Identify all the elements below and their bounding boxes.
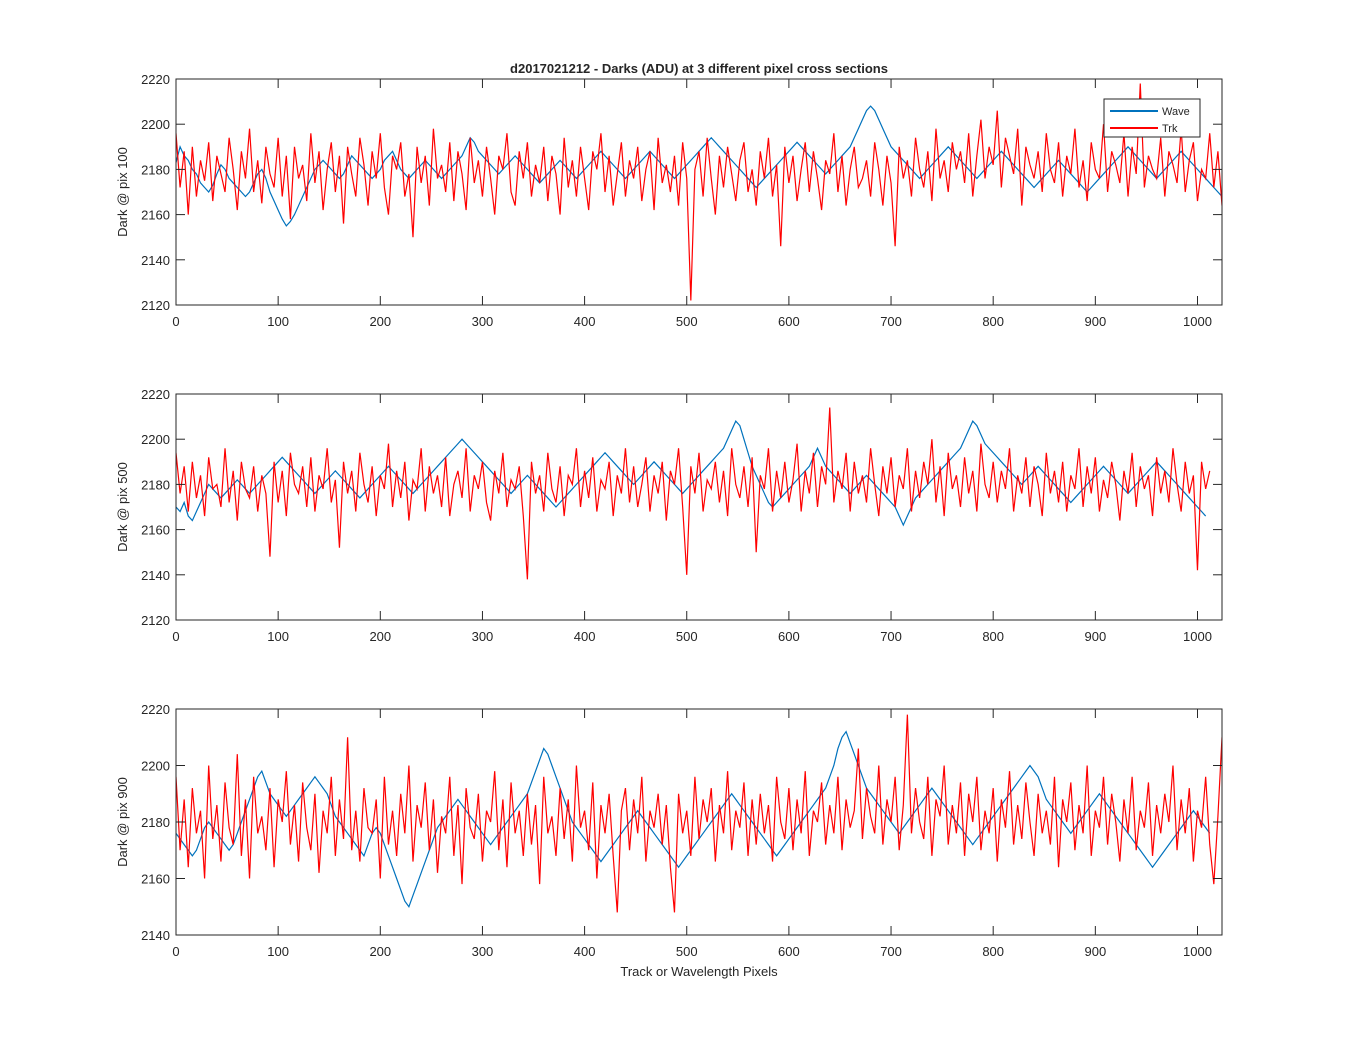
x-tick-label: 0 <box>172 314 179 329</box>
y-axis-label: Dark @ pix 100 <box>115 147 130 237</box>
x-tick-label: 600 <box>778 629 800 644</box>
x-tick-label: 700 <box>880 314 902 329</box>
y-tick-label: 2200 <box>141 432 170 447</box>
plot-area <box>176 79 1222 305</box>
series-line-trk <box>176 714 1222 913</box>
y-tick-label: 2160 <box>141 872 170 887</box>
plot-area <box>176 709 1222 935</box>
x-tick-label: 0 <box>172 629 179 644</box>
x-tick-label: 200 <box>369 629 391 644</box>
series-line-wave <box>176 730 1211 909</box>
panel-pix-900: 0 100 200 300 400 500 600 700 800 900 1000 2140 2160… <box>115 702 1223 959</box>
x-tick-label: 900 <box>1084 314 1106 329</box>
legend-label-trk: Trk <box>1162 123 1178 135</box>
x-tick-label: 800 <box>982 629 1004 644</box>
y-tick-label: 2180 <box>141 162 170 177</box>
x-tick-label: 400 <box>574 944 596 959</box>
x-tick-label: 800 <box>982 944 1004 959</box>
x-tick-label: 400 <box>574 314 596 329</box>
y-tick-label: 2160 <box>141 523 170 538</box>
panel-pix-100: 0 100 200 300 400 500 600 700 800 900 1000 2120 2140… <box>115 72 1223 329</box>
x-tick-label: 300 <box>472 629 494 644</box>
y-tick-label: 2220 <box>141 72 170 87</box>
x-tick-label: 400 <box>574 629 596 644</box>
y-tick-label: 2180 <box>141 477 170 492</box>
x-tick-label: 500 <box>676 944 698 959</box>
x-tick-label: 1000 <box>1183 944 1212 959</box>
x-tick-label: 600 <box>778 314 800 329</box>
x-tick-label: 300 <box>472 944 494 959</box>
y-tick-label: 2220 <box>141 702 170 717</box>
y-tick-label: 2200 <box>141 117 170 132</box>
y-tick-label: 2220 <box>141 387 170 402</box>
y-axis-label: Dark @ pix 900 <box>115 777 130 867</box>
x-tick-label: 100 <box>267 629 289 644</box>
axes-box <box>175 393 1223 621</box>
y-tick-label: 2200 <box>141 759 170 774</box>
x-tick-label: 600 <box>778 944 800 959</box>
y-tick-label: 2140 <box>141 928 170 943</box>
x-tick-label: 500 <box>676 314 698 329</box>
x-tick-label: 1000 <box>1183 629 1212 644</box>
panel-pix-500: 0 100 200 300 400 500 600 700 800 900 1000 2120 2140… <box>115 387 1223 644</box>
x-tick-label: 100 <box>267 944 289 959</box>
x-tick-label: 200 <box>369 944 391 959</box>
series-line-trk <box>176 83 1222 301</box>
x-tick-label: 900 <box>1084 629 1106 644</box>
y-tick-label: 2120 <box>141 613 170 628</box>
axes-box <box>175 78 1223 306</box>
x-tick-label: 100 <box>267 314 289 329</box>
y-axis-label: Dark @ pix 500 <box>115 462 130 552</box>
x-tick-label: 500 <box>676 629 698 644</box>
series-line-trk <box>176 407 1211 580</box>
x-tick-label: 0 <box>172 944 179 959</box>
x-tick-label: 900 <box>1084 944 1106 959</box>
y-tick-label: 2140 <box>141 568 170 583</box>
y-tick-label: 2180 <box>141 815 170 830</box>
legend: Wave Trk <box>1103 98 1201 138</box>
figure-title: d2017021212 - Darks (ADU) at 3 different… <box>510 61 888 76</box>
x-tick-label: 700 <box>880 629 902 644</box>
legend-label-wave: Wave <box>1162 106 1190 118</box>
y-tick-label: 2160 <box>141 208 170 223</box>
x-tick-label: 200 <box>369 314 391 329</box>
x-tick-label: 700 <box>880 944 902 959</box>
plot-area <box>176 394 1222 620</box>
x-tick-label: 1000 <box>1183 314 1212 329</box>
x-axis-label: Track or Wavelength Pixels <box>620 964 778 979</box>
legend-box <box>1103 98 1201 138</box>
x-tick-label: 800 <box>982 314 1004 329</box>
x-tick-label: 300 <box>472 314 494 329</box>
y-tick-label: 2120 <box>141 298 170 313</box>
y-tick-label: 2140 <box>141 253 170 268</box>
